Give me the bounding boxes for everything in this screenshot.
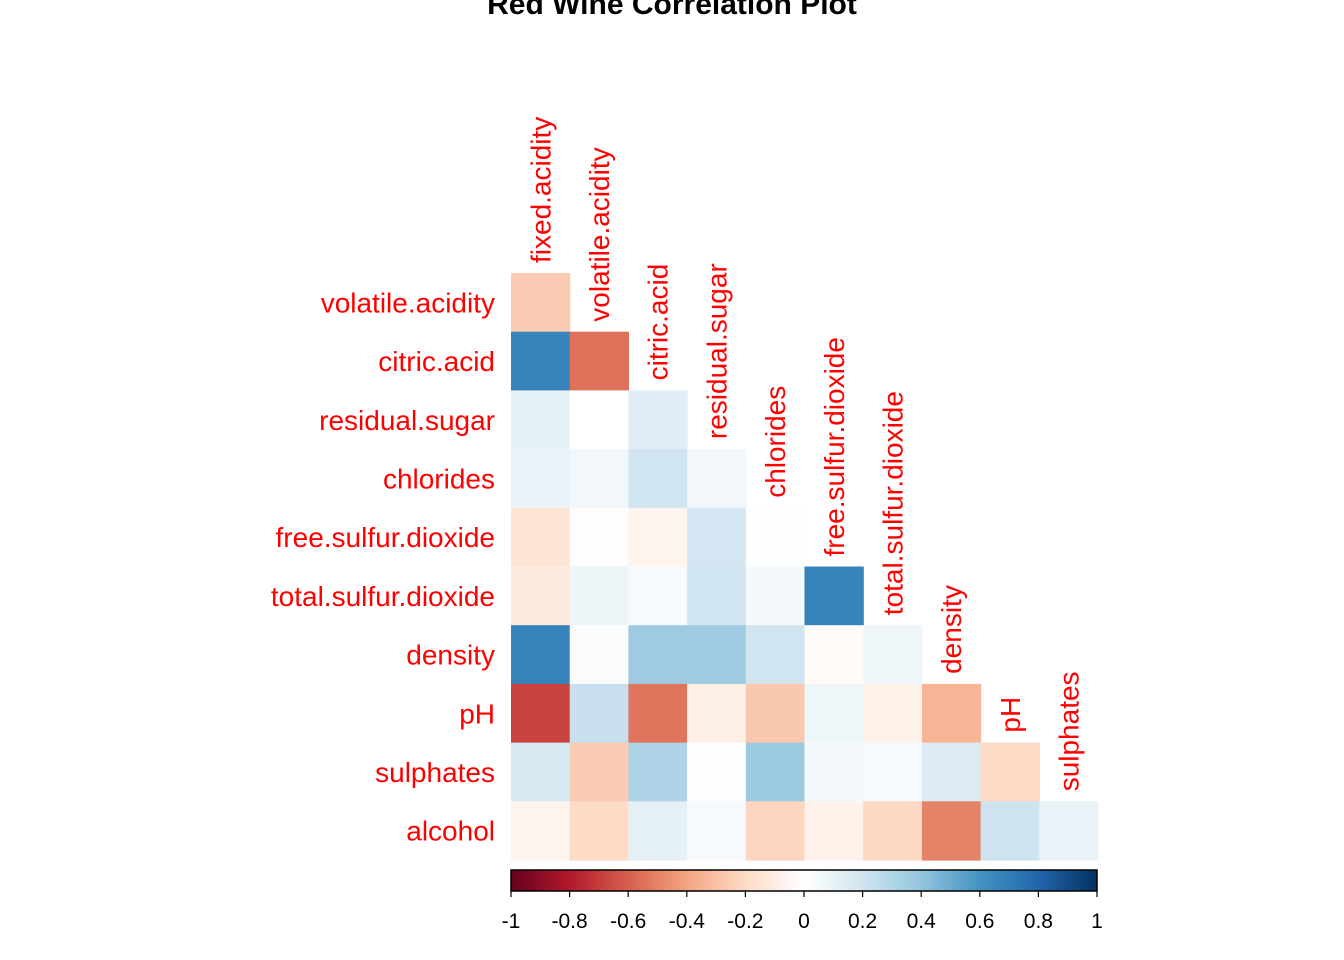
cell-total.sulfur.dioxide-residual.sugar <box>687 566 747 626</box>
cell-pH-citric.acid <box>628 683 688 744</box>
row-label-alcohol: alcohol <box>406 816 495 847</box>
cell-residual.sugar-volatile.acidity <box>569 390 629 450</box>
colorbar-tick-label-0.2: 0.2 <box>848 910 877 933</box>
cell-sulphates-density <box>921 742 982 802</box>
cell-density-fixed.acidity <box>511 625 571 685</box>
cell-residual.sugar-fixed.acidity <box>511 390 571 450</box>
cell-sulphates-residual.sugar <box>687 742 747 802</box>
row-label-total.sulfur.dioxide: total.sulfur.dioxide <box>271 581 495 612</box>
cell-chlorides-residual.sugar <box>687 449 747 509</box>
color-legend: -1 -0.8 -0.6 -0.4 -0.2 0 0.2 0.4 0.6 0.8 1 <box>502 869 1103 933</box>
colorbar-tick-label-0: 0 <box>798 910 810 933</box>
cell-total.sulfur.dioxide-free.sulfur.dioxide <box>804 566 864 626</box>
cell-alcohol-pH <box>980 801 1040 861</box>
cell-alcohol-chlorides <box>745 801 806 861</box>
cell-sulphates-pH <box>980 742 1040 802</box>
chart-title: Red Wine Correlation Plot <box>487 0 857 21</box>
heatmap-cells <box>511 273 1099 861</box>
cell-pH-free.sulfur.dioxide <box>804 683 864 744</box>
cell-total.sulfur.dioxide-citric.acid <box>628 566 688 626</box>
cell-free.sulfur.dioxide-fixed.acidity <box>511 507 571 568</box>
cell-free.sulfur.dioxide-citric.acid <box>628 507 688 568</box>
colorbar-tick-label--1: -1 <box>502 910 521 933</box>
col-label-residual.sugar: residual.sugar <box>701 263 732 439</box>
cell-sulphates-volatile.acidity <box>569 742 629 802</box>
col-label-citric.acid: citric.acid <box>643 264 674 381</box>
cell-density-free.sulfur.dioxide <box>804 625 864 685</box>
row-labels: volatile.acidity citric.acid residual.suga… <box>271 287 495 846</box>
cell-chlorides-citric.acid <box>628 449 688 509</box>
column-labels: fixed.acidity volatile.acidity citric.acid… <box>525 117 1084 792</box>
col-label-density: density <box>936 585 967 674</box>
cell-density-citric.acid <box>628 625 688 685</box>
cell-alcohol-free.sulfur.dioxide <box>804 801 864 861</box>
row-label-pH: pH <box>459 698 495 729</box>
colorbar-tick-label--0.4: -0.4 <box>669 910 706 933</box>
cell-alcohol-fixed.acidity <box>511 801 571 861</box>
cell-density-total.sulfur.dioxide <box>863 625 923 685</box>
cell-chlorides-fixed.acidity <box>511 449 571 509</box>
cell-residual.sugar-citric.acid <box>628 390 688 450</box>
row-label-free.sulfur.dioxide: free.sulfur.dioxide <box>276 522 495 553</box>
cell-chlorides-volatile.acidity <box>569 449 629 509</box>
cell-pH-total.sulfur.dioxide <box>863 683 923 744</box>
row-label-sulphates: sulphates <box>375 757 495 788</box>
cell-volatile.acidity-fixed.acidity <box>511 273 571 333</box>
colorbar-tick-label-0.6: 0.6 <box>965 910 994 933</box>
col-label-pH: pH <box>995 697 1026 733</box>
cell-alcohol-volatile.acidity <box>569 801 629 861</box>
cell-total.sulfur.dioxide-fixed.acidity <box>511 566 571 626</box>
row-label-density: density <box>406 640 495 671</box>
col-label-volatile.acidity: volatile.acidity <box>584 147 615 321</box>
cell-citric.acid-fixed.acidity <box>511 331 571 391</box>
col-label-total.sulfur.dioxide: total.sulfur.dioxide <box>878 391 909 615</box>
cell-sulphates-citric.acid <box>628 742 688 802</box>
cell-alcohol-citric.acid <box>628 801 688 861</box>
row-label-citric.acid: citric.acid <box>378 346 495 377</box>
colorbar-tick-label--0.8: -0.8 <box>552 910 588 933</box>
cell-alcohol-residual.sugar <box>687 801 747 861</box>
cell-sulphates-free.sulfur.dioxide <box>804 742 864 802</box>
cell-free.sulfur.dioxide-volatile.acidity <box>569 507 629 568</box>
cell-density-volatile.acidity <box>569 625 629 685</box>
cell-alcohol-total.sulfur.dioxide <box>863 801 923 861</box>
colorbar-tick-label-0.8: 0.8 <box>1024 910 1053 933</box>
row-label-volatile.acidity: volatile.acidity <box>321 287 495 318</box>
cell-citric.acid-volatile.acidity <box>569 331 629 391</box>
col-label-fixed.acidity: fixed.acidity <box>525 117 556 263</box>
cell-total.sulfur.dioxide-chlorides <box>745 566 806 626</box>
cell-pH-volatile.acidity <box>569 683 629 744</box>
cell-pH-density <box>921 683 982 744</box>
cell-total.sulfur.dioxide-volatile.acidity <box>569 566 629 626</box>
cell-alcohol-density <box>921 801 982 861</box>
cell-density-residual.sugar <box>687 625 747 685</box>
col-label-sulphates: sulphates <box>1054 671 1085 791</box>
cell-free.sulfur.dioxide-chlorides <box>745 507 806 568</box>
colorbar-tick-label-0.4: 0.4 <box>907 910 937 933</box>
cell-free.sulfur.dioxide-residual.sugar <box>687 507 747 568</box>
cell-density-chlorides <box>745 625 806 685</box>
colorbar-tick-label-1: 1 <box>1091 910 1103 933</box>
cell-pH-residual.sugar <box>687 683 747 744</box>
colorbar-tick-label--0.2: -0.2 <box>727 910 763 933</box>
colorbar-tick-label--0.6: -0.6 <box>610 910 646 933</box>
col-label-free.sulfur.dioxide: free.sulfur.dioxide <box>819 337 850 556</box>
colorbar-gradient <box>510 869 1098 892</box>
cell-sulphates-chlorides <box>745 742 806 802</box>
cell-sulphates-total.sulfur.dioxide <box>863 742 923 802</box>
cell-pH-chlorides <box>745 683 806 744</box>
row-label-residual.sugar: residual.sugar <box>319 405 495 436</box>
cell-alcohol-sulphates <box>1039 801 1099 861</box>
col-label-chlorides: chlorides <box>760 386 791 498</box>
row-label-chlorides: chlorides <box>383 463 495 494</box>
cell-pH-fixed.acidity <box>511 683 571 744</box>
cell-sulphates-fixed.acidity <box>511 742 571 802</box>
